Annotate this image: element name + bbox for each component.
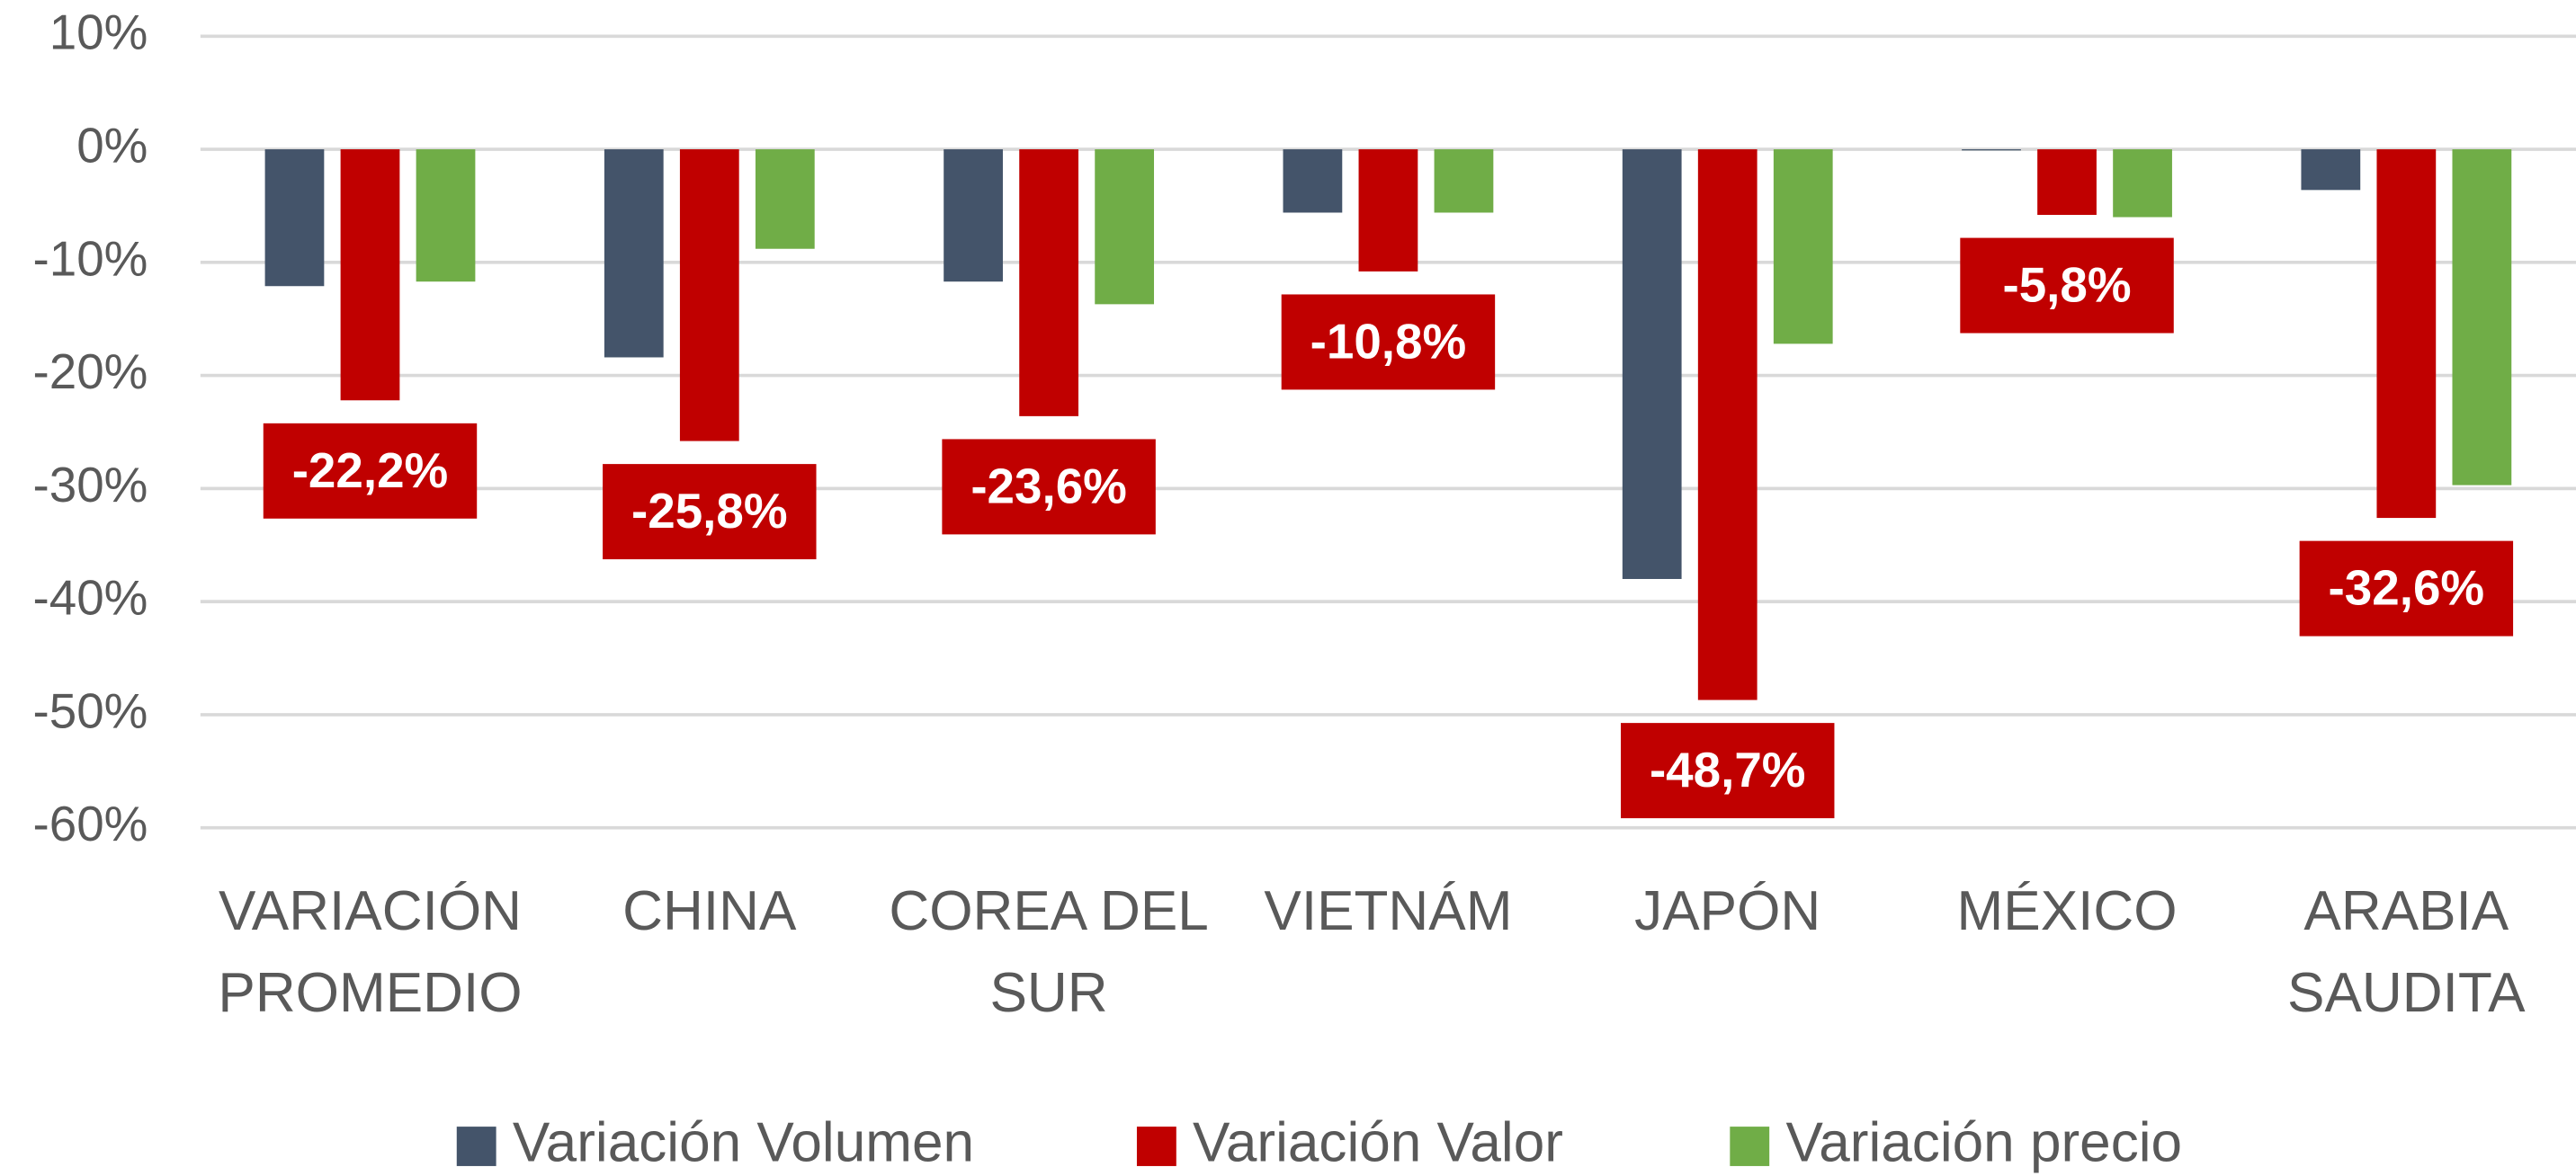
bar [2452,149,2512,486]
value-label: -5,8% [2002,257,2131,313]
x-tick-label: MÉXICO [1956,880,2178,943]
bar [1697,149,1758,700]
value-label: -48,7% [1650,742,1806,797]
x-tick-label-box: MÉXICO [1956,880,2178,943]
y-tick-label: 0% [76,118,148,174]
x-tick-label-box: COREA DEL SUR [889,880,1209,1025]
x-tick-label-box: CHINA [622,880,797,943]
bar [2037,149,2097,216]
value-label-box [263,423,478,519]
bar [1622,149,1682,579]
value-label: -10,8% [1310,314,1467,370]
x-tick-label: COREA DEL SUR [889,880,1209,1025]
legend-swatch [1730,1127,1770,1166]
bar [264,149,325,287]
value-label: -23,6% [970,459,1127,514]
bar [1434,149,1494,213]
y-tick-label: -40% [32,570,148,626]
bar [1773,149,1833,344]
bar [1358,149,1418,272]
x-tick-label-box: VARIACIÓN PROMEDIO [218,880,523,1025]
x-tick-label-box: VIETNÁM [1264,880,1513,943]
value-label-box [1621,723,1835,819]
bar [755,149,815,249]
y-tick-label: 10% [49,4,148,60]
bar [2301,149,2361,191]
bar [604,149,664,358]
bar [2113,149,2172,218]
y-tick-label: -10% [32,230,148,286]
x-tick-label: VIETNÁM [1264,880,1513,943]
x-tick-label-box: JAPÓN [1634,880,1821,943]
bar [1095,149,1155,305]
value-label-box [1960,237,2174,334]
x-tick-label: JAPÓN [1634,880,1821,943]
value-label-box [2299,540,2514,637]
bar [944,149,1003,282]
x-tick-label: CHINA [622,880,797,943]
bar [340,149,400,401]
value-label-box [603,464,817,560]
bar [416,149,476,282]
value-label-box [942,439,1156,535]
value-label: -25,8% [631,483,788,539]
bar [1283,149,1343,213]
legend-label: Variación Valor [1193,1111,1563,1173]
x-tick-label: VARIACIÓN PROMEDIO [218,880,523,1025]
x-tick-label: ARABIA SAUDITA [2287,880,2526,1025]
legend-label: Variación Volumen [513,1111,974,1173]
legend-swatch [456,1127,496,1166]
value-label-box [1281,294,1496,390]
value-label: -32,6% [2329,560,2485,616]
value-label: -22,2% [292,442,449,498]
y-tick-label: -60% [32,796,148,851]
legend-label: Variación precio [1785,1111,2182,1173]
bar [679,149,739,441]
bar [2376,149,2437,519]
y-tick-label: -30% [32,457,148,512]
bar [1019,149,1078,416]
x-tick-label-box: ARABIA SAUDITA [2287,880,2526,1025]
y-tick-label: -50% [32,682,148,738]
legend-swatch [1136,1127,1176,1166]
bar [1962,149,2021,151]
y-tick-label: -20% [32,343,148,399]
